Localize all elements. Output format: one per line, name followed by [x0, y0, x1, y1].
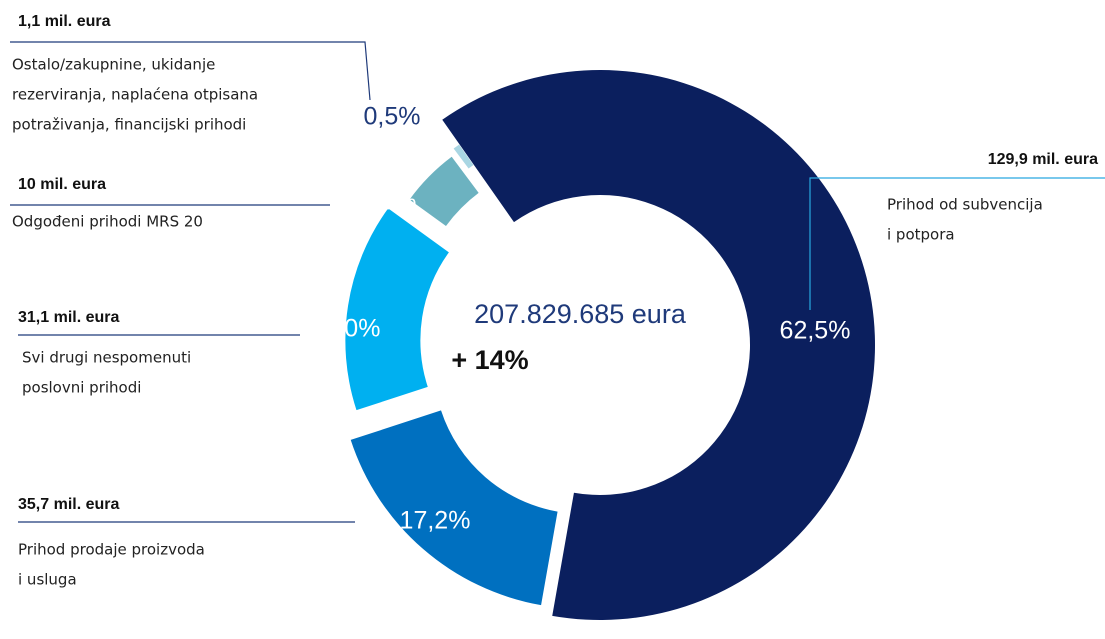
value-label: 0,5%	[364, 103, 421, 131]
value-label: 4,8%	[360, 188, 417, 216]
value-label: 15,0%	[310, 315, 381, 343]
donut-slice	[345, 208, 449, 411]
category-label: poslovni prihodi	[22, 379, 141, 397]
leader-line	[10, 41, 371, 101]
leader-line	[809, 177, 1105, 310]
amount-label: 35,7 mil. eura	[18, 496, 119, 513]
amount-label: 1,1 mil. eura	[18, 13, 111, 30]
donut-slice	[442, 69, 875, 620]
center-change: + 14%	[451, 345, 528, 375]
donut-slice	[350, 410, 558, 606]
category-label: Svi drugi nespomenuti	[22, 349, 191, 367]
category-label: i potpora	[887, 226, 955, 244]
center-total: 207.829.685 eura	[474, 299, 687, 329]
category-label: rezerviranja, naplaćena otpisana	[12, 86, 258, 104]
category-label: potraživanja, financijski prihodi	[12, 116, 246, 134]
value-label: 62,5%	[780, 317, 851, 345]
category-label: Odgođeni prihodi MRS 20	[12, 213, 203, 231]
category-label: Prihod prodaje proizvoda	[18, 541, 205, 559]
amount-label: 10 mil. eura	[18, 176, 106, 193]
donut-slice	[409, 156, 479, 227]
category-label: i usluga	[18, 571, 77, 589]
category-label: Prihod od subvencija	[887, 196, 1043, 214]
value-label: 17,2%	[400, 507, 471, 535]
amount-label: 129,9 mil. eura	[988, 151, 1098, 168]
donut-slice	[453, 144, 474, 169]
category-label: Ostalo/zakupnine, ukidanje	[12, 56, 215, 74]
amount-label: 31,1 mil. eura	[18, 309, 119, 326]
